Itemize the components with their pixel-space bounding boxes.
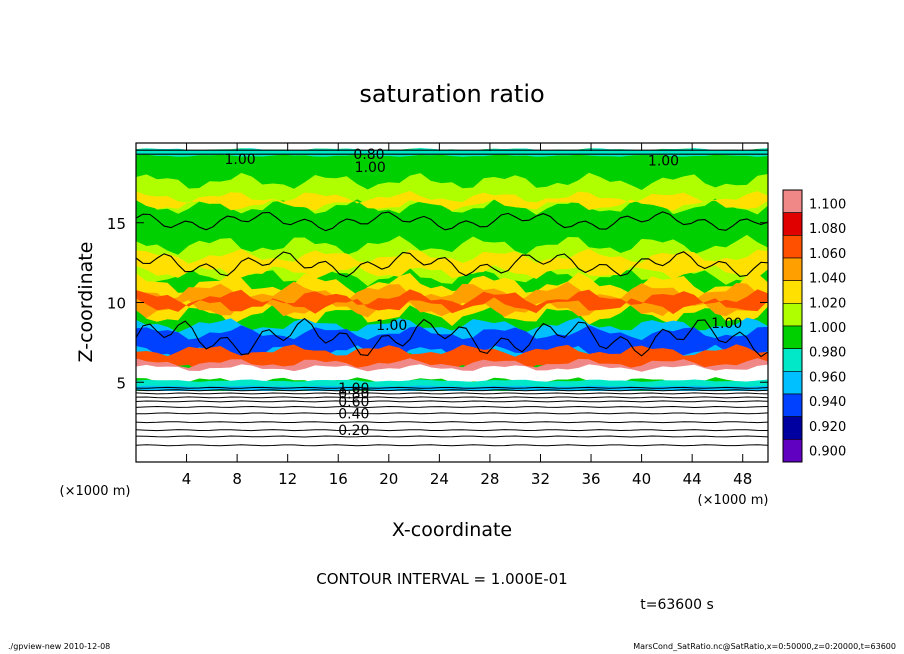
contour-line [136,421,768,424]
contour-line [136,405,768,409]
colorbar-label: 1.000 [809,321,846,336]
contour-line [136,396,768,399]
contour-line [136,211,768,232]
x-axis-ticks: 4 8 12 16 20 24 28 32 36 40 44 48 [182,143,752,488]
footer-left-text: ./gpview-new 2010-12-08 [8,642,111,651]
colorbar-label: 0.980 [809,346,846,361]
chart-title: saturation ratio [359,80,544,108]
colorbar-swatch [782,280,803,304]
colorbar-frame [782,189,803,463]
colorbar-swatch [782,303,803,327]
x-tick-label: 32 [531,470,550,488]
colorbar-swatch [782,416,803,440]
x-tick-label: 44 [683,470,702,488]
y-tick-label: 5 [116,374,126,392]
colorbar-swatch [782,348,803,372]
heat-band-low-red [136,289,768,315]
colorbar-swatch [782,371,803,395]
contour-label: 0.60 [338,394,369,410]
contour-lines [136,149,768,447]
colorbar: 1.100 1.080 1.060 1.040 1.020 1.000 0.980 0.960… [782,189,846,463]
colorbar-label: 0.960 [809,370,846,385]
contour-line [136,429,768,432]
y-tick-label: 15 [107,215,126,233]
colorbar-label: 0.900 [809,445,846,460]
x-tick-label: 16 [329,470,348,488]
x-tick-label: 8 [232,470,242,488]
colorbar-swatch [782,325,803,349]
contour-line [136,435,768,438]
y-axis-label: Z-coordinate [75,242,97,363]
x-tick-label: 24 [430,470,449,488]
contour-interval-text: CONTOUR INTERVAL = 1.000E-01 [316,570,567,588]
x-tick-label: 48 [733,470,752,488]
contour-label: 1.00 [224,152,255,168]
contour-line [136,389,768,392]
contour-label: 0.80 [353,147,384,163]
x-tick-label: 40 [632,470,651,488]
x-tick-label: 28 [480,470,499,488]
contour-label: 0.40 [338,406,369,422]
heat-band-subsaturated [136,391,768,462]
colorbar-label: 1.060 [809,247,846,262]
colorbar-label: 0.920 [809,420,846,435]
x-tick-label: 4 [182,470,192,488]
contour-line [136,251,768,278]
contour-label: 1.00 [355,160,386,176]
colorbar-swatch [782,393,803,417]
colorbar-swatch [782,439,803,463]
colorbar-label: 1.080 [809,222,846,237]
contour-label: 1.00 [338,381,369,397]
heat-band-low-orange [136,281,768,319]
footer-right-text: MarsCond_SatRatio.nc@SatRatio,x=0:50000,… [633,642,896,651]
colorbar-swatch [782,189,803,213]
colorbar-swatch [782,212,803,236]
x-tick-label: 36 [581,470,600,488]
heatmap-bands [136,148,768,462]
heat-band-upper-yellow [136,191,768,212]
contour-label: 1.00 [711,316,742,332]
colorbar-label: 1.020 [809,296,846,311]
contour-label: 0.80 [338,386,369,402]
contour-line [136,444,768,447]
colorbar-label: 0.940 [809,395,846,410]
contour-line [136,386,768,389]
y-tick-label: 10 [107,295,126,313]
contour-line [136,400,768,403]
colorbar-swatch [782,257,803,281]
contour-line [136,317,768,358]
contour-line [136,412,768,415]
contour-label: 0.20 [338,423,369,439]
colorbar-swatch [782,235,803,259]
heatmap-plot-area [136,143,768,462]
contour-label: 1.00 [648,154,679,170]
y-unit-label: (×1000 m) [60,484,131,499]
contour-label: 1.00 [376,318,407,334]
colorbar-label: 1.100 [809,197,846,212]
time-text: t=63600 s [640,597,714,613]
x-tick-label: 12 [278,470,297,488]
x-axis-label: X-coordinate [392,519,512,541]
heat-band-cloud-white [136,364,768,385]
y-axis-ticks: 5 10 15 [107,215,768,392]
contour-line [136,392,768,395]
x-unit-label: (×1000 m) [698,493,769,508]
x-tick-label: 20 [379,470,398,488]
contour-label-group: 0.200.400.600.801.001.00 1.001.00 0.801.00… [224,147,742,439]
colorbar-label: 1.040 [809,272,846,287]
